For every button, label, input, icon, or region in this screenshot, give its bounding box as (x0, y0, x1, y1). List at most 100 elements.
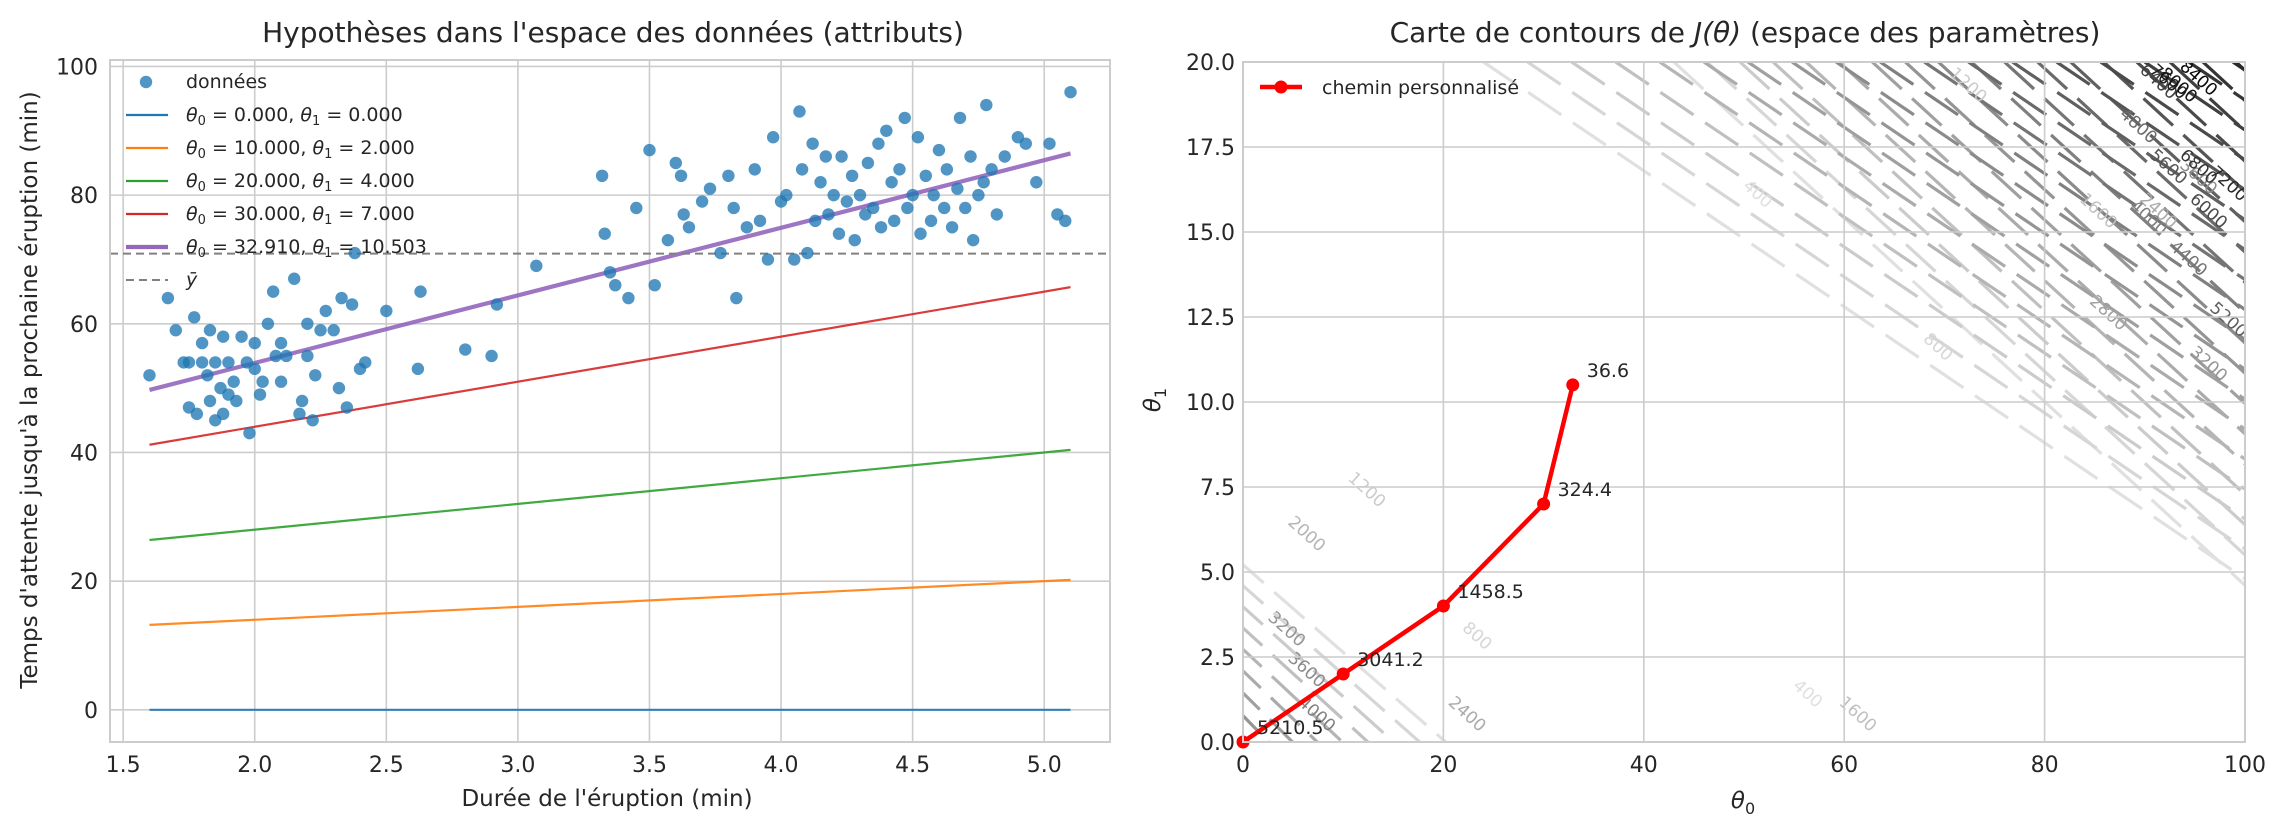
contour-line (2245, 0, 2284, 62)
right-title-post: (espace des paramètres) (1741, 16, 2100, 49)
data-point (669, 156, 682, 170)
data-point (835, 150, 848, 163)
left-x-tick-label: 5.0 (1027, 753, 1062, 778)
data-point (677, 208, 690, 221)
right-x-tick-label: 100 (2224, 753, 2266, 778)
data-point (169, 324, 182, 337)
data-point (893, 163, 906, 176)
contour-line (1703, 62, 2245, 431)
hypothesis-line (149, 578, 1071, 627)
legend-theta0-value: = 30.000, (206, 203, 313, 225)
data-point (766, 131, 780, 144)
data-point (951, 182, 964, 195)
right-x-tick-label: 40 (1630, 753, 1658, 778)
legend-theta0-sub: 0 (198, 114, 206, 129)
right-y-tick-label: 7.5 (1200, 476, 1235, 501)
data-point (695, 195, 709, 208)
data-point (248, 336, 261, 350)
data-point (195, 356, 209, 369)
contour-line (2102, 62, 2245, 193)
data-point (888, 214, 901, 228)
legend-theta0-symbol: θ (186, 104, 198, 126)
data-point (293, 407, 306, 421)
contour-line (1747, 62, 2245, 401)
data-point (201, 369, 214, 382)
data-point (188, 311, 201, 324)
data-point (253, 388, 267, 401)
path-point (1336, 667, 1350, 681)
legend-label: θ0 = 30.000, θ1 = 7.000 (186, 203, 415, 228)
left-x-axis-label: Durée de l'éruption (min) (461, 786, 752, 812)
legend-theta1-value: = 0.000 (320, 104, 402, 126)
data-point (630, 201, 643, 215)
legend-path-marker (1274, 80, 1288, 94)
data-point (182, 356, 196, 369)
data-point (853, 188, 867, 202)
data-point (327, 324, 340, 337)
contour-line (1838, 62, 2245, 435)
left-x-tick-label: 3.0 (500, 753, 535, 778)
right-y-tick-label: 15.0 (1186, 221, 1235, 246)
right-plot-frame (1242, 61, 2246, 743)
data-point (222, 356, 235, 369)
left-x-tick-label: 2.5 (369, 753, 404, 778)
data-point (1059, 214, 1072, 228)
data-point (598, 227, 611, 240)
contour-line (1967, 62, 2245, 252)
legend-theta0-symbol: θ (186, 203, 198, 225)
data-point (266, 285, 280, 298)
data-point (927, 188, 940, 202)
legend-label: θ0 = 32.910, θ1 = 10.503 (186, 236, 427, 261)
data-point (661, 233, 675, 247)
data-point (866, 201, 880, 215)
data-point (309, 369, 322, 382)
left-y-tick-label: 80 (70, 184, 98, 209)
data-point (203, 394, 217, 408)
contour-line (1243, 668, 1320, 742)
data-point (880, 124, 893, 137)
data-point (1064, 85, 1077, 99)
legend-theta1-value: = 4.000 (332, 170, 414, 192)
right-y-tick-label: 2.5 (1200, 646, 1235, 671)
data-point (643, 143, 656, 157)
contour-line (2245, 40, 2277, 62)
data-point (288, 272, 301, 285)
legend-label: θ0 = 0.000, θ1 = 0.000 (186, 104, 403, 129)
data-point (332, 381, 346, 395)
data-point (911, 131, 925, 144)
data-point (819, 150, 832, 163)
legend-theta0-value: = 10.000, (206, 137, 313, 159)
left-x-tick-label: 2.0 (237, 753, 272, 778)
legend-label-donnees: données (186, 71, 267, 93)
data-point (295, 394, 309, 408)
data-point (301, 317, 314, 330)
data-point (938, 201, 951, 215)
data-point (801, 246, 814, 260)
left-x-tick-label: 1.5 (106, 753, 141, 778)
data-point (793, 105, 806, 118)
data-point (861, 156, 875, 170)
legend-theta1-value: = 2.000 (332, 137, 414, 159)
data-point (845, 169, 859, 183)
left-plot-background (110, 60, 1110, 742)
data-point (1030, 176, 1043, 189)
right-y-tick-label: 17.5 (1186, 136, 1235, 161)
data-point (235, 330, 248, 343)
contour-line (2245, 0, 2284, 62)
data-point (914, 227, 927, 240)
data-point (335, 291, 348, 305)
path-cost-label: 324.4 (1558, 479, 1612, 501)
legend-theta1-sub: 1 (324, 180, 332, 195)
data-point (901, 201, 914, 215)
right-title-math: J(θ) (1689, 16, 1741, 49)
legend-theta1-value: = 7.000 (332, 203, 414, 225)
data-point (832, 227, 846, 240)
right-legend: chemin personnalisé (1260, 77, 1519, 99)
legend-theta1-sub: 1 (324, 147, 332, 162)
data-point (809, 214, 822, 228)
data-point (874, 221, 888, 234)
data-point (761, 253, 775, 266)
data-point (806, 137, 819, 150)
data-point (795, 163, 809, 176)
